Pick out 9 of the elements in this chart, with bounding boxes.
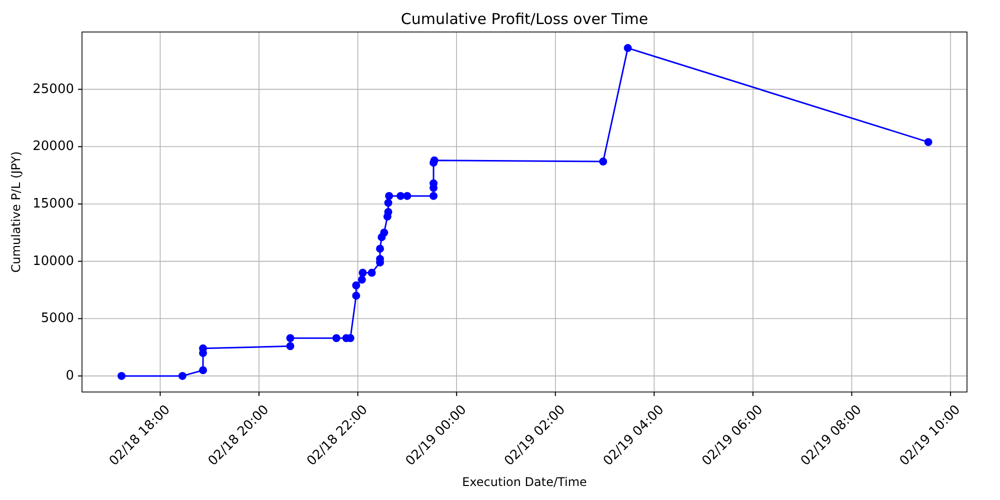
y-tick-label: 20000 [32, 139, 74, 154]
y-axis-title: Cumulative P/L (JPY) [9, 151, 23, 273]
y-tick-label: 10000 [32, 254, 74, 269]
y-tick-label: 25000 [32, 82, 74, 97]
chart-title: Cumulative Profit/Loss over Time [400, 10, 648, 28]
y-tick-label: 5000 [40, 311, 74, 326]
y-tick-label: 15000 [32, 196, 74, 212]
y-tick-label: 0 [66, 368, 74, 384]
x-axis-title: Execution Date/Time [462, 475, 587, 489]
